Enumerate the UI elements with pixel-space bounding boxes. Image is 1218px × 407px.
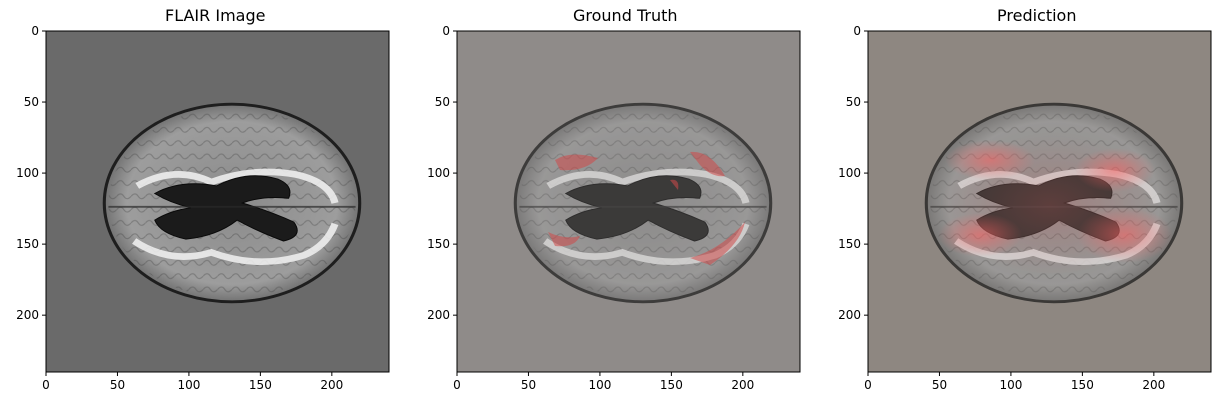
x-tick-label-ground-truth-1: 50	[521, 378, 536, 392]
axes-frame-ground-truth	[456, 30, 801, 373]
y-tick-label-flair-0: 0	[31, 24, 39, 38]
y-tick-label-flair-1: 50	[24, 95, 39, 109]
y-tick-label-ground-truth-2: 100	[427, 166, 450, 180]
ground-truth-mask	[548, 151, 745, 265]
panel-flair: FLAIR Image	[0, 0, 400, 407]
image-flair	[46, 31, 389, 372]
image-prediction	[868, 31, 1211, 372]
x-tick-label-flair-2: 100	[177, 378, 200, 392]
y-tick-label-prediction-1: 50	[846, 95, 861, 109]
y-tick-label-ground-truth-3: 150	[427, 237, 450, 251]
x-tick-label-ground-truth-3: 150	[660, 378, 683, 392]
y-tick-label-flair-4: 200	[16, 308, 39, 322]
x-tick-label-flair-1: 50	[110, 378, 125, 392]
panel-prediction: Prediction	[0, 0, 1076, 407]
x-tick-label-prediction-1: 50	[932, 378, 947, 392]
y-tick-label-flair-3: 150	[16, 237, 39, 251]
x-tick-label-flair-3: 150	[249, 378, 272, 392]
panel-title-ground-truth: Ground Truth	[573, 6, 678, 25]
y-tick-label-prediction-0: 0	[853, 24, 861, 38]
x-tick-label-prediction-3: 150	[1071, 378, 1094, 392]
y-tick-label-ground-truth-4: 200	[427, 308, 450, 322]
prediction-heatmap	[938, 135, 1173, 275]
panel-ground-truth: Ground Truth	[0, 0, 678, 407]
x-tick-label-ground-truth-4: 200	[731, 378, 754, 392]
x-tick-label-ground-truth-0: 0	[453, 378, 461, 392]
x-tick-label-ground-truth-2: 100	[588, 378, 611, 392]
panel-title-flair: FLAIR Image	[165, 6, 266, 25]
image-ground-truth	[457, 31, 800, 372]
axes-layer: 0 50 100 150 200 0 50 100 150 200 0 50 100 150 200 0 50 1…	[16, 24, 1212, 392]
axes-frame-flair	[45, 30, 390, 373]
axes-frame-prediction	[867, 30, 1212, 373]
y-tick-label-ground-truth-0: 0	[442, 24, 450, 38]
y-tick-label-prediction-4: 200	[838, 308, 861, 322]
panel-title-prediction: Prediction	[997, 6, 1077, 25]
x-tick-label-prediction-0: 0	[864, 378, 872, 392]
y-tick-label-flair-2: 100	[16, 166, 39, 180]
x-tick-label-prediction-4: 200	[1142, 378, 1165, 392]
y-tick-label-prediction-2: 100	[838, 166, 861, 180]
x-tick-label-prediction-2: 100	[999, 378, 1022, 392]
x-tick-label-flair-0: 0	[42, 378, 50, 392]
y-tick-label-ground-truth-1: 50	[435, 95, 450, 109]
x-tick-label-flair-4: 200	[320, 378, 343, 392]
y-tick-label-prediction-3: 150	[838, 237, 861, 251]
